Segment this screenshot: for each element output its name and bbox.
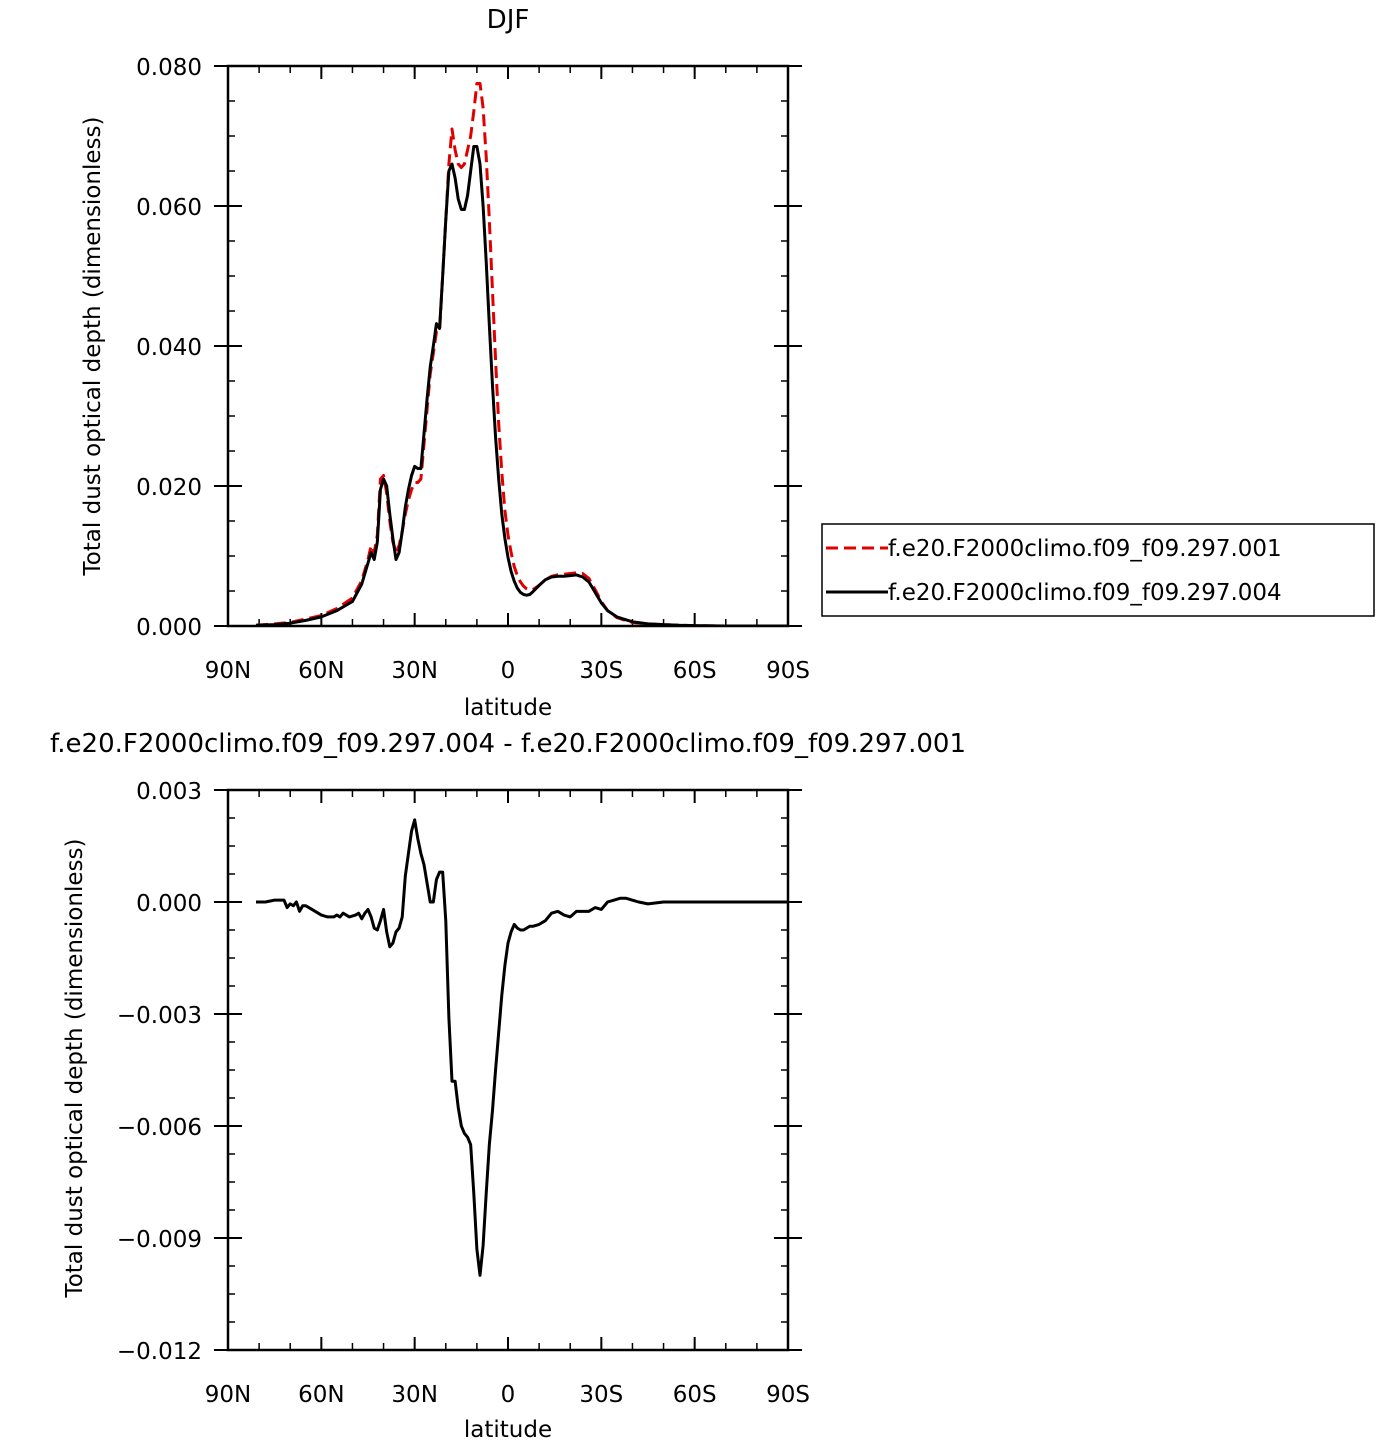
top-y-tick-label: 0.020 — [136, 475, 202, 501]
legend: f.e20.F2000climo.f09_f09.297.001 f.e20.F… — [821, 523, 1375, 617]
legend-box — [821, 523, 1375, 617]
top-series-line-1 — [255, 82, 788, 626]
top-x-axis-label: latitude — [464, 695, 552, 721]
top-plot-frame — [226, 64, 790, 628]
bottom-x-tick-label: 60N — [298, 1382, 344, 1408]
bottom-y-tick-label: −0.006 — [117, 1115, 202, 1141]
top-x-tick-label: 30N — [391, 658, 437, 684]
bottom-panel-title: f.e20.F2000climo.f09_f09.297.004 - f.e20… — [50, 729, 966, 759]
legend-label-series-1: f.e20.F2000climo.f09_f09.297.001 — [888, 536, 1282, 562]
top-x-tick-label: 90N — [205, 658, 251, 684]
bottom-plot-area: 90N 60N 30N 0 30S 60S 90S 0.003 0.000 −0.003 −0.00… — [117, 779, 810, 1408]
bottom-y-tick-label: 0.003 — [136, 779, 202, 805]
bottom-plot-frame — [226, 788, 790, 1352]
bottom-x-axis-label: latitude — [464, 1417, 552, 1443]
bottom-x-tick-label: 30S — [579, 1382, 623, 1408]
bottom-y-tick-label: −0.009 — [117, 1227, 202, 1253]
top-x-tick-label: 30S — [579, 658, 623, 684]
top-panel: DJF 90N 60N 30N 0 30S 60S 90S 0.000 0.020 0.040 0.… — [80, 5, 810, 721]
bottom-x-tick-label: 90S — [766, 1382, 810, 1408]
top-y-tick-label: 0.060 — [136, 195, 202, 221]
bottom-y-axis-label: Total dust optical depth (dimensionless) — [62, 839, 88, 1299]
bottom-x-tick-label: 30N — [391, 1382, 437, 1408]
bottom-series-line-1 — [256, 818, 788, 1277]
top-series-line-2 — [255, 145, 788, 626]
bottom-y-tick-label: −0.012 — [117, 1339, 202, 1365]
top-x-tick-label: 0 — [501, 658, 516, 684]
bottom-x-tick-label: 0 — [501, 1382, 516, 1408]
top-x-tick-label: 60S — [673, 658, 717, 684]
bottom-y-tick-label: −0.003 — [117, 1003, 202, 1029]
bottom-x-tick-label: 60S — [673, 1382, 717, 1408]
top-plot-area: 90N 60N 30N 0 30S 60S 90S 0.000 0.020 0.040 0.060 0… — [136, 55, 810, 684]
top-y-tick-label: 0.040 — [136, 335, 202, 361]
bottom-x-tick-label: 90N — [205, 1382, 251, 1408]
top-panel-title: DJF — [487, 5, 530, 35]
legend-label-series-2: f.e20.F2000climo.f09_f09.297.004 — [888, 580, 1282, 606]
top-y-tick-label: 0.080 — [136, 55, 202, 81]
top-x-tick-label: 60N — [298, 658, 344, 684]
bottom-panel: f.e20.F2000climo.f09_f09.297.004 - f.e20… — [50, 729, 966, 1443]
top-y-axis-label: Total dust optical depth (dimensionless) — [80, 117, 106, 577]
top-y-tick-label: 0.000 — [136, 615, 202, 641]
bottom-y-tick-label: 0.000 — [136, 891, 202, 917]
top-x-tick-label: 90S — [766, 658, 810, 684]
